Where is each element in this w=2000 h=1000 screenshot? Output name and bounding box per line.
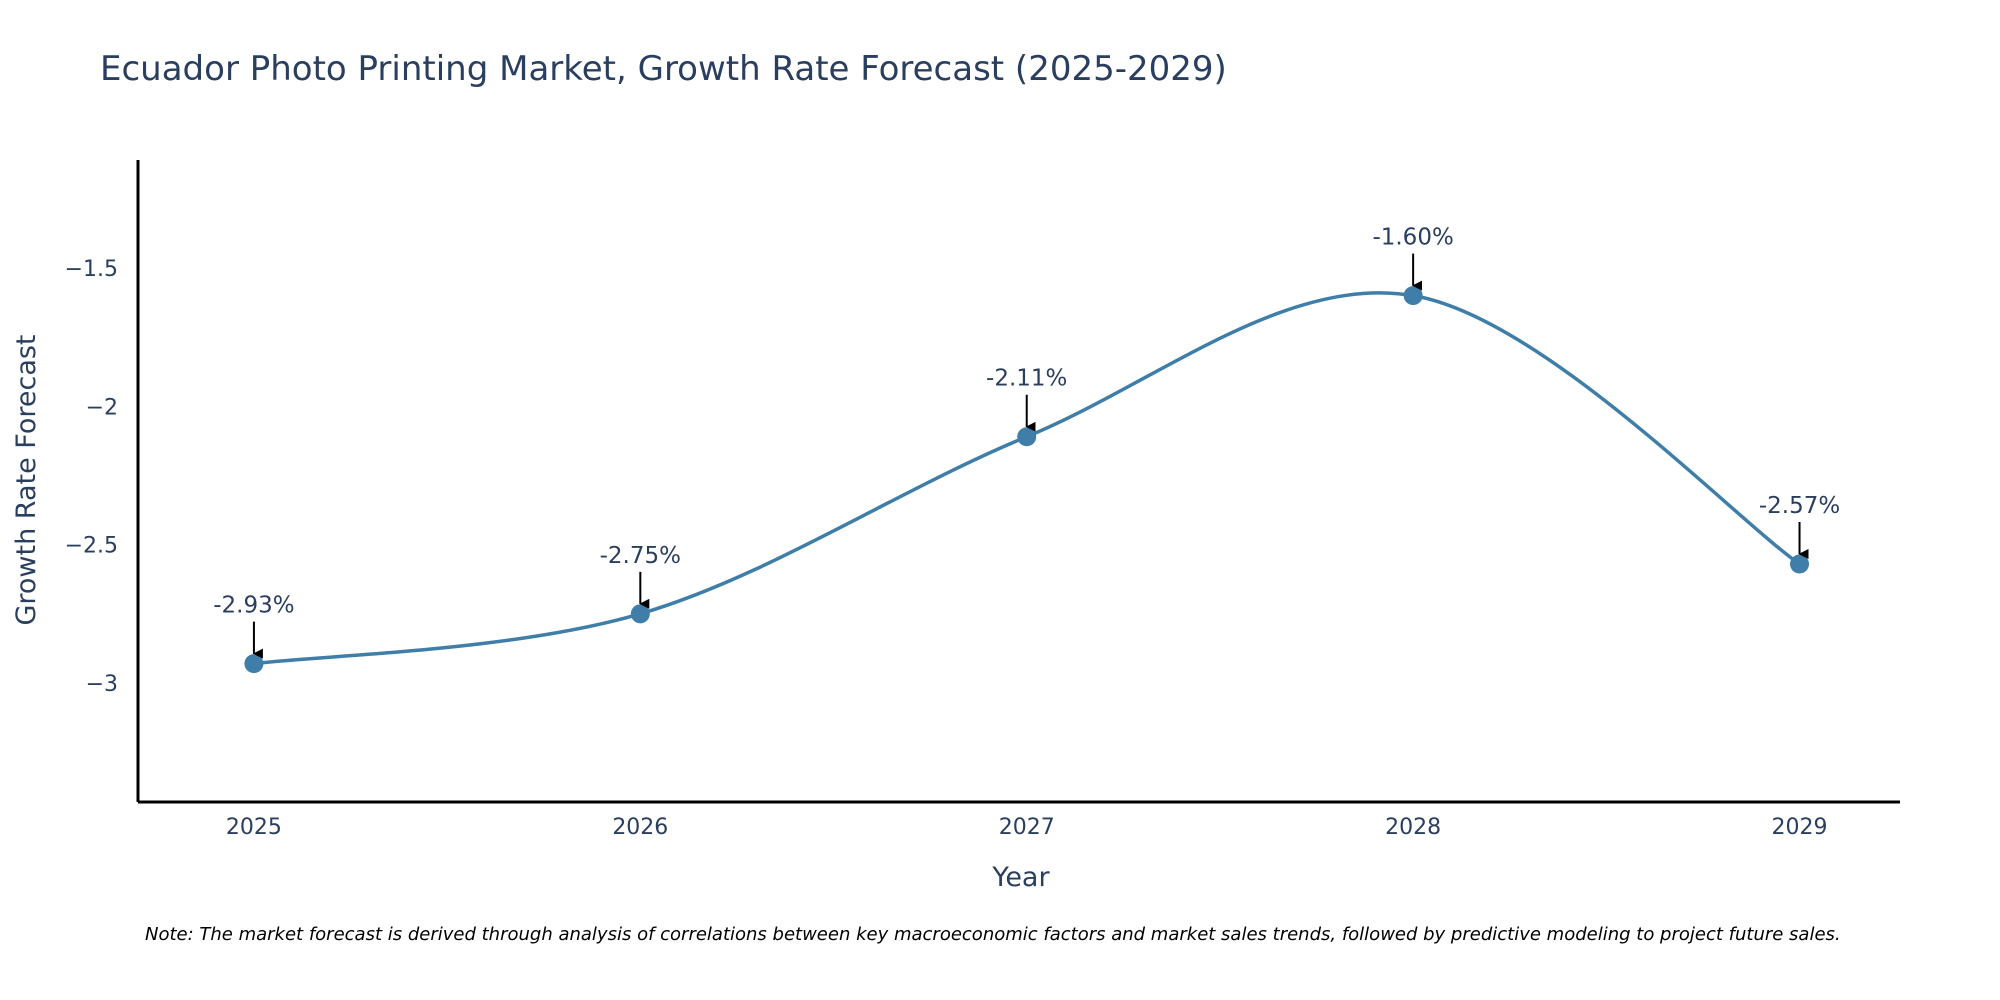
data-label: -2.57% <box>1759 493 1840 519</box>
x-axis-title: Year <box>991 862 1050 893</box>
x-tick-label: 2027 <box>999 815 1055 840</box>
chart-title: Ecuador Photo Printing Market, Growth Ra… <box>100 49 1227 89</box>
series-line <box>253 291 1801 666</box>
data-label: -2.93% <box>213 593 294 619</box>
y-tick-label: −3 <box>86 672 118 697</box>
data-point <box>1790 554 1810 574</box>
data-label: -2.11% <box>986 366 1067 392</box>
x-tick-label: 2026 <box>612 815 668 840</box>
axes: −1.5 −2 −2.5 −3 2025 2026 2027 2028 2029 <box>65 160 1900 840</box>
data-point <box>1017 427 1037 447</box>
y-tick-label: −1.5 <box>65 257 118 282</box>
x-tick-label: 2029 <box>1772 815 1828 840</box>
footnote: Note: The market forecast is derived thr… <box>145 924 1841 945</box>
data-point <box>630 604 650 624</box>
y-tick-label: −2 <box>86 395 118 420</box>
data-point <box>1403 286 1423 306</box>
data-point <box>244 654 264 674</box>
y-axis-title: Growth Rate Forecast <box>11 334 42 625</box>
data-label: -2.75% <box>600 543 681 569</box>
x-tick-label: 2025 <box>226 815 282 840</box>
x-tick-label: 2028 <box>1385 815 1441 840</box>
plot-area: -2.93% -2.75% -2.11% -1.60% -2.57% <box>213 225 1840 674</box>
y-tick-label: −2.5 <box>65 534 118 559</box>
data-label: -1.60% <box>1372 225 1453 251</box>
